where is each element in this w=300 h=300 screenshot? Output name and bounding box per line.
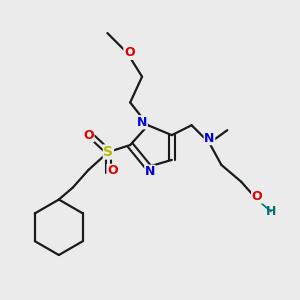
- Text: N: N: [145, 165, 155, 178]
- Text: N: N: [137, 116, 147, 129]
- Text: S: S: [103, 145, 113, 159]
- Text: H: H: [266, 205, 276, 218]
- Text: N: N: [204, 132, 214, 145]
- Text: O: O: [124, 46, 134, 59]
- Text: O: O: [252, 190, 262, 203]
- Text: O: O: [107, 164, 118, 177]
- Text: O: O: [83, 129, 94, 142]
